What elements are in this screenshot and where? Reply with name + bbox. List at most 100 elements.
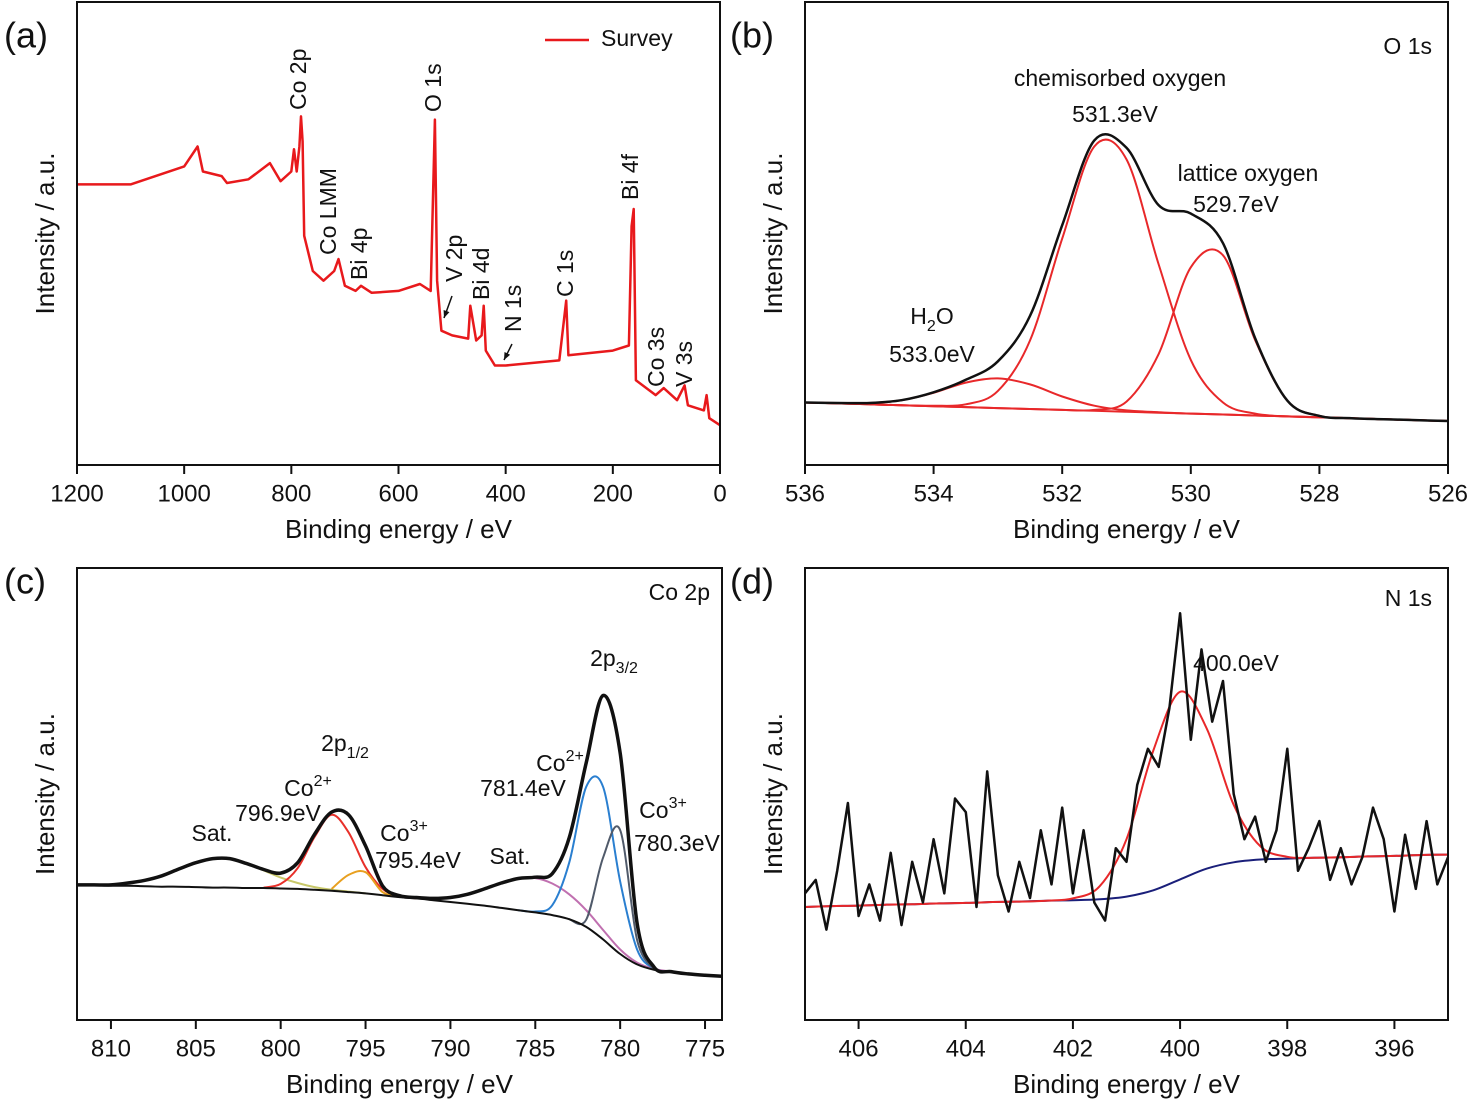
plot-frame xyxy=(804,1,1449,466)
panel-label: (c) xyxy=(4,561,46,602)
x-tick-label: 795 xyxy=(346,1035,386,1062)
x-tick-label: 398 xyxy=(1267,1035,1307,1062)
annotation: Bi 4f xyxy=(617,153,643,200)
spectrum-line xyxy=(804,138,1449,422)
annotation-text: O xyxy=(936,303,954,329)
x-tick-label: 534 xyxy=(914,480,954,507)
annotation: N 1s xyxy=(500,285,526,332)
x-tick-label: 200 xyxy=(593,480,633,507)
x-axis-title: Binding energy / eV xyxy=(286,1069,514,1099)
annotation: 2p3/2 xyxy=(590,645,638,677)
x-tick-label: 810 xyxy=(91,1035,131,1062)
x-tick-label: 805 xyxy=(176,1035,216,1062)
x-tick-label: 530 xyxy=(1171,480,1211,507)
x-tick-label: 526 xyxy=(1428,480,1468,507)
annotation-text: Co xyxy=(284,775,313,801)
annotation-superscript: 3+ xyxy=(669,795,687,812)
panel-label: (a) xyxy=(4,15,48,56)
y-axis-title: Intensity / a.u. xyxy=(758,153,788,315)
annotation: C 1s xyxy=(552,250,578,297)
annotation-subscript: 2 xyxy=(927,318,936,335)
arrow-head xyxy=(504,352,511,360)
annotation-text: Co 2p xyxy=(285,49,311,110)
annotation: 796.9eV xyxy=(235,800,321,826)
x-tick-label: 396 xyxy=(1374,1035,1414,1062)
annotation: 400.0eV xyxy=(1193,650,1279,676)
annotation-superscript: 2+ xyxy=(314,773,332,790)
annotation-text: N 1s xyxy=(500,285,526,332)
annotation-text: O 1s xyxy=(420,63,446,112)
annotation-text: Co xyxy=(639,797,668,823)
panel-label: (b) xyxy=(730,15,774,56)
annotation: Co LMM xyxy=(315,168,341,255)
y-axis-title: Intensity / a.u. xyxy=(30,713,60,875)
spectrum-line xyxy=(518,775,672,974)
annotation: V 3s xyxy=(671,341,697,387)
annotation-subscript: 3/2 xyxy=(616,660,638,677)
x-tick-label: 790 xyxy=(430,1035,470,1062)
plot-frame xyxy=(76,567,723,1021)
x-tick-label: 532 xyxy=(1042,480,1082,507)
x-tick-label: 0 xyxy=(713,480,726,507)
annotation-superscript: 3+ xyxy=(410,818,428,835)
annotation: Sat. xyxy=(192,820,233,846)
y-axis-title: Intensity / a.u. xyxy=(758,713,788,875)
annotation: Co3+ xyxy=(380,818,428,846)
annotation: lattice oxygen xyxy=(1178,160,1319,186)
spectrum-line xyxy=(804,690,1449,908)
panel-label: (d) xyxy=(730,561,774,602)
annotation: 780.3eV xyxy=(634,830,720,856)
spectrum-line xyxy=(76,883,723,978)
annotation-text: Sat. xyxy=(490,843,531,869)
annotation: chemisorbed oxygen xyxy=(1014,65,1226,91)
annotation: V 2p xyxy=(441,235,467,282)
annotation: Bi 4p xyxy=(346,228,372,280)
annotation: Sat. xyxy=(490,843,531,869)
annotation: 533.0eV xyxy=(889,341,975,367)
x-tick-label: 1200 xyxy=(50,480,103,507)
x-axis-title: Binding energy / eV xyxy=(1013,1069,1241,1099)
annotation-text: Co xyxy=(380,820,409,846)
x-tick-label: 800 xyxy=(271,480,311,507)
x-axis-title: Binding energy / eV xyxy=(1013,514,1241,544)
annotation-text: Bi 4d xyxy=(468,248,494,300)
annotation-text: lattice oxygen xyxy=(1178,160,1319,186)
annotation: O 1s xyxy=(420,63,446,112)
annotation: Co3+ xyxy=(639,795,687,823)
annotation-text: 533.0eV xyxy=(889,341,975,367)
x-tick-label: 600 xyxy=(378,480,418,507)
annotation-text: Bi 4p xyxy=(346,228,372,280)
annotation-text: 529.7eV xyxy=(1193,191,1279,217)
annotation-text: 781.4eV xyxy=(480,775,566,801)
annotation-superscript: 2+ xyxy=(566,748,584,765)
annotation-text: chemisorbed oxygen xyxy=(1014,65,1226,91)
annotation: 2p1/2 xyxy=(321,730,369,762)
annotation: 529.7eV xyxy=(1193,191,1279,217)
annotation-text: 795.4eV xyxy=(375,847,461,873)
x-tick-label: 528 xyxy=(1299,480,1339,507)
annotation: Co 2p xyxy=(649,579,710,605)
spectrum-line xyxy=(76,693,723,978)
spectrum-line xyxy=(804,248,1449,422)
annotation: Bi 4d xyxy=(468,248,494,300)
annotation-text: Bi 4f xyxy=(617,153,643,200)
annotation-text: 796.9eV xyxy=(235,800,321,826)
annotation-text: H xyxy=(910,303,927,329)
plot-frame xyxy=(804,567,1449,1021)
annotation: 781.4eV xyxy=(480,775,566,801)
annotation-text: 2p xyxy=(321,730,347,756)
x-tick-label: 402 xyxy=(1053,1035,1093,1062)
annotation-text: Co xyxy=(536,750,565,776)
annotation-text: O 1s xyxy=(1383,33,1432,59)
annotation-text: V 3s xyxy=(671,341,697,387)
annotation: H2O xyxy=(910,303,953,335)
annotation: Co 3s xyxy=(643,327,669,387)
annotation: 531.3eV xyxy=(1072,101,1158,127)
annotation-subscript: 1/2 xyxy=(347,745,369,762)
annotation: Co2+ xyxy=(284,773,332,801)
annotation: O 1s xyxy=(1383,33,1432,59)
annotation-text: 780.3eV xyxy=(634,830,720,856)
annotation-text: V 2p xyxy=(441,235,467,282)
x-tick-label: 400 xyxy=(1160,1035,1200,1062)
